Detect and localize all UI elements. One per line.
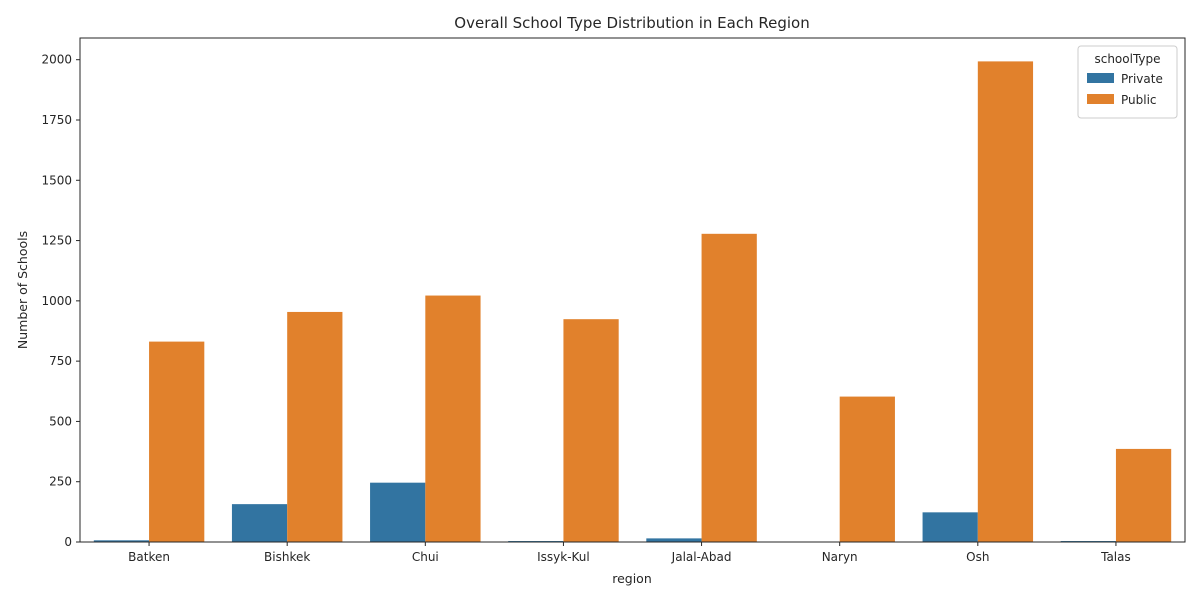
legend-label-public: Public	[1121, 93, 1157, 107]
x-tick-label: Batken	[128, 550, 170, 564]
bar-public-batken	[149, 341, 205, 542]
y-tick-label: 250	[49, 475, 72, 489]
bar-public-bishkek	[287, 311, 343, 542]
y-axis: 0 250 500 750 1000 1250 1500 1750 2000	[41, 53, 80, 549]
chart-title: Overall School Type Distribution in Each…	[454, 14, 809, 32]
legend: schoolType Private Public	[1077, 45, 1178, 119]
legend-swatch-private	[1087, 73, 1114, 83]
x-axis-label: region	[612, 571, 652, 586]
legend-label-private: Private	[1121, 72, 1163, 86]
legend-title: schoolType	[1094, 52, 1160, 66]
x-tick-label: Talas	[1100, 550, 1131, 564]
bar-private-osh	[922, 512, 978, 542]
y-tick-label: 750	[49, 354, 72, 368]
bars-group	[93, 61, 1172, 542]
y-tick-label: 1750	[41, 113, 72, 127]
bar-public-naryn	[839, 396, 895, 542]
bar-public-jalal-abad	[701, 233, 757, 542]
bar-private-bishkek	[231, 504, 288, 542]
y-axis-label: Number of Schools	[15, 231, 30, 349]
bar-public-chui	[425, 295, 481, 542]
x-tick-label: Bishkek	[264, 550, 310, 564]
y-tick-label: 0	[64, 535, 72, 549]
x-axis: Batken Bishkek Chui Issyk-Kul Jalal-Abad Nary…	[128, 542, 1131, 564]
x-tick-label: Naryn	[822, 550, 858, 564]
x-tick-label: Chui	[412, 550, 439, 564]
x-tick-label: Jalal-Abad	[671, 550, 732, 564]
plot-frame	[79, 37, 1186, 543]
y-tick-label: 1250	[41, 234, 72, 248]
bar-public-osh	[977, 61, 1034, 542]
x-tick-label: Osh	[966, 550, 989, 564]
bar-private-batken	[93, 540, 150, 542]
y-tick-label: 500	[49, 414, 72, 428]
y-tick-label: 2000	[41, 53, 72, 67]
x-tick-label: Issyk-Kul	[537, 550, 590, 564]
bar-private-jalal-abad	[646, 538, 702, 542]
bar-private-chui	[370, 482, 426, 542]
y-tick-label: 1500	[41, 173, 72, 187]
legend-swatch-public	[1087, 94, 1114, 104]
bar-public-talas	[1115, 448, 1172, 542]
y-tick-label: 1000	[41, 294, 72, 308]
bar-public-issyk-kul	[563, 319, 619, 542]
